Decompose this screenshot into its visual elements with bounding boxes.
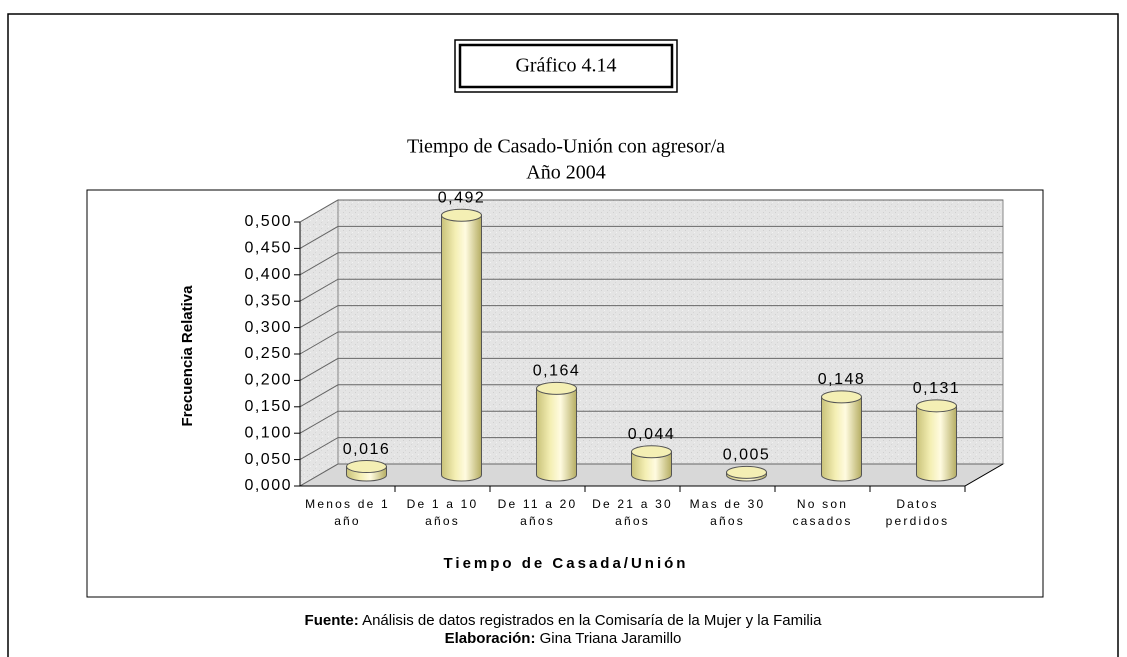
frame xyxy=(7,13,1119,657)
bar-top xyxy=(441,208,482,222)
grid-line xyxy=(299,463,1003,487)
x-tick-label: De 11 a 20 años xyxy=(497,497,578,528)
bar-body xyxy=(821,396,862,482)
grid-line xyxy=(299,331,1003,355)
value-label: 0,492 xyxy=(438,189,486,206)
y-tick-label: 0,150 xyxy=(244,398,292,415)
bar xyxy=(536,381,577,482)
value-label: 0,164 xyxy=(533,363,581,380)
y-tick-label: 0,000 xyxy=(244,477,292,494)
bar-body xyxy=(916,405,957,482)
bar-top xyxy=(916,399,957,413)
chart-title: Tiempo de Casado-Unión con agresor/a xyxy=(407,136,725,158)
credit-label: Elaboración: xyxy=(444,630,536,647)
grid-line xyxy=(299,225,1003,249)
x-tick-label: De 21 a 30 años xyxy=(592,497,673,528)
x-tick-label: De 1 a 10 años xyxy=(406,497,479,528)
header-box-inner xyxy=(458,43,674,89)
x-tick-label: Mas de 30 años xyxy=(689,497,766,528)
bar xyxy=(631,445,672,482)
y-tick-label: 0,350 xyxy=(244,292,292,309)
y-tick-label: 0,250 xyxy=(244,345,292,362)
grid-line xyxy=(299,252,1003,276)
grid-line xyxy=(299,384,1003,408)
x-axis-label: Tiempo de Casada/Unión xyxy=(444,555,689,572)
value-label: 0,131 xyxy=(913,380,961,397)
grid-line xyxy=(299,357,1003,381)
bar-body xyxy=(441,214,482,482)
value-label: 0,148 xyxy=(818,371,866,388)
grid-line xyxy=(299,305,1003,329)
value-label: 0,016 xyxy=(343,441,391,458)
grid-line xyxy=(299,199,1003,223)
bar xyxy=(726,465,767,482)
bar-top xyxy=(821,390,862,404)
y-axis-label: Frecuencia Relativa xyxy=(179,285,196,427)
x-tick-label: Datos perdidos xyxy=(885,497,950,528)
y-tick-label: 0,400 xyxy=(244,266,292,283)
source-label: Fuente: xyxy=(304,612,359,629)
credit: Elaboración: Gina Triana Jaramillo xyxy=(8,630,1118,647)
y-tick-label: 0,300 xyxy=(244,319,292,336)
credit-text: Gina Triana Jaramillo xyxy=(539,630,682,647)
bar-top xyxy=(726,465,767,479)
y-tick-label: 0,050 xyxy=(244,451,292,468)
grid-line xyxy=(299,437,1003,461)
bar xyxy=(821,390,862,482)
bar-top xyxy=(631,445,672,459)
y-tick-label: 0,100 xyxy=(244,424,292,441)
chart-subtitle: Año 2004 xyxy=(526,162,605,184)
bar-body xyxy=(536,387,577,482)
value-label: 0,005 xyxy=(723,447,771,464)
chart-box xyxy=(86,189,1044,598)
y-tick-label: 0,200 xyxy=(244,372,292,389)
bar-body xyxy=(631,451,672,482)
grid-line xyxy=(299,278,1003,302)
x-tick-label: No son casados xyxy=(792,497,853,528)
bar xyxy=(346,460,387,482)
grid-line xyxy=(299,410,1003,434)
value-label: 0,044 xyxy=(628,426,676,443)
y-tick-label: 0,450 xyxy=(244,240,292,257)
bar xyxy=(916,399,957,482)
bar-top xyxy=(536,381,577,395)
bar-top xyxy=(346,460,387,474)
bar xyxy=(441,208,482,482)
source-text: Análisis de datos registrados en la Comi… xyxy=(362,612,822,629)
x-axis-depth xyxy=(964,463,1004,487)
y-tick-label: 0,500 xyxy=(244,213,292,230)
x-tick-label: Menos de 1 año xyxy=(305,497,390,528)
header-box-outer xyxy=(454,39,678,93)
header: Gráfico 4.14 xyxy=(515,55,616,77)
source: Fuente: Análisis de datos registrados en… xyxy=(8,612,1118,629)
